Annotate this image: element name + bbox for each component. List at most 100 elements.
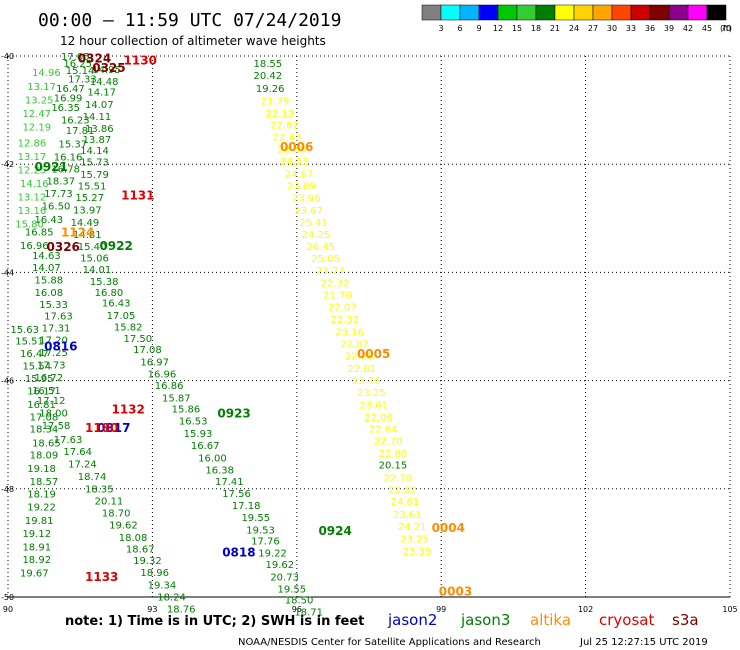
wave-height-value: 12.19 [22,122,51,133]
wave-height-value: 14.07 [85,100,114,111]
x-tick-label: 93 [147,605,157,614]
x-tick-label: 96 [292,605,302,614]
wave-height-value: 22.06 [364,413,393,424]
color-swatch [668,4,689,21]
wave-height-value: 24.61 [391,497,420,508]
time-label: 0816 [44,340,77,354]
wave-height-value: 24.23 [280,157,309,168]
color-swatch [535,4,556,21]
wave-height-value: 15.79 [80,170,109,181]
y-tick-label: -44 [1,268,14,277]
color-swatch [611,4,632,21]
wave-height-value: 24.25 [302,230,331,241]
wave-height-value: 16.50 [42,201,71,212]
wave-height-value: 15.06 [80,253,109,264]
wave-height-value: 17.73 [37,360,66,371]
wave-height-value: 17.56 [222,489,251,500]
wave-height-value: 22.35 [278,145,307,156]
wave-height-value: 16.72 [34,373,63,384]
wave-height-value: 16.96 [20,241,49,252]
wave-height-value: 26.45 [306,242,335,253]
wave-height-value: 15.14 [66,66,95,77]
wave-height-value: 16.97 [140,358,169,369]
color-swatch [649,4,670,21]
wave-height-value: 22.28 [345,352,374,363]
wave-height-value: 17.63 [54,435,83,446]
color-swatch-label: 3 [438,24,443,33]
wave-height-value: 18.55 [253,59,282,70]
satellite-jason3: jason3 [460,611,510,629]
wave-height-value: 17.25 [39,348,68,359]
color-swatch-label: 27 [588,24,598,33]
wave-height-value: 13.87 [83,135,112,146]
wave-height-value: 18.00 [39,409,68,420]
wave-height-value: 19.32 [133,556,162,567]
wave-height-value: 14.81 [73,230,102,241]
wave-height-value: 18.71 [294,608,323,619]
wave-height-value: 22.70 [374,437,403,448]
wave-height-value: 18.50 [285,596,314,607]
time-label: 1180 [85,421,118,435]
y-tick-label: -46 [1,377,14,386]
wave-height-value: 25.05 [311,254,340,265]
wave-height-value: 17.24 [68,459,97,470]
wave-height-value: 15.63 [10,325,39,336]
wave-height-value: 19.26 [256,84,285,95]
wave-height-value: 16.23 [61,115,90,126]
wave-height-value: 16.85 [25,227,54,238]
wave-height-value: 19.55 [278,584,307,595]
wave-height-value: 22.62 [270,121,299,132]
time-label: 0004 [432,521,465,535]
wave-height-value: 17.31 [42,324,71,335]
time-label: 0923 [217,407,250,421]
satellite-cryosat: cryosat [599,611,654,629]
wave-height-value: 25.41 [299,218,328,229]
time-label: 0921 [34,160,67,174]
wave-height-value: 16.96 [148,370,177,381]
color-swatch [706,4,727,21]
wave-height-value: 15.82 [114,323,143,334]
wave-height-value: 21.70 [323,291,352,302]
wave-height-value: 15.86 [172,405,201,416]
x-tick-label: 105 [722,605,737,614]
wave-height-value: 17.05 [107,311,136,322]
wave-height-value: 23.25 [357,388,386,399]
wave-height-value: 18.92 [22,555,51,566]
wave-height-value: 23.89 [287,181,316,192]
wave-height-value: 23.61 [359,400,388,411]
wave-height-value: 18.70 [102,509,131,520]
wave-height-value: 15.51 [78,181,107,192]
time-label: 0922 [99,239,132,253]
color-swatch [516,4,537,21]
color-swatch [478,4,499,21]
wave-height-value: 24.67 [285,169,314,180]
wave-height-value: 16.47 [20,349,49,360]
wave-height-value: 22.32 [330,315,359,326]
wave-height-value: 17.50 [124,334,153,345]
time-label: 0817 [97,421,130,435]
wave-height-value: 23.96 [292,194,321,205]
wave-height-value: 14.14 [80,146,109,157]
color-swatch [421,4,442,21]
unit-label: (ft) [720,24,732,33]
color-swatch-label: 6 [457,24,462,33]
wave-height-value: 14.01 [83,265,112,276]
wave-height-value: 22.07 [328,302,357,313]
wave-height-value: 17.33 [68,75,97,86]
wave-height-value: 17.73 [44,189,73,200]
satellite-altika: altika [530,611,571,629]
time-label: 0924 [318,524,351,538]
wave-height-value: 16.78 [51,165,80,176]
color-swatch-label: 21 [550,24,560,33]
wave-height-value: 15.37 [59,140,88,151]
time-label: 0006 [280,140,313,154]
color-scale-legend: 3 6 9 12 15 18 21 24 27 30 33 36 39 42 45 70(ft) [421,4,732,33]
wave-height-value: 19.34 [148,581,177,592]
wave-height-value: 23.76 [352,376,381,387]
wave-height-value: 18.76 [167,604,196,615]
wave-height-value: 17.41 [215,477,244,488]
credit-text: NOAA/NESDIS Center for Satellite Applica… [238,637,541,648]
wave-height-value: 19.62 [266,560,295,571]
wave-height-value: 24.21 [398,522,427,533]
wave-height-value: 23.73 [316,266,345,277]
